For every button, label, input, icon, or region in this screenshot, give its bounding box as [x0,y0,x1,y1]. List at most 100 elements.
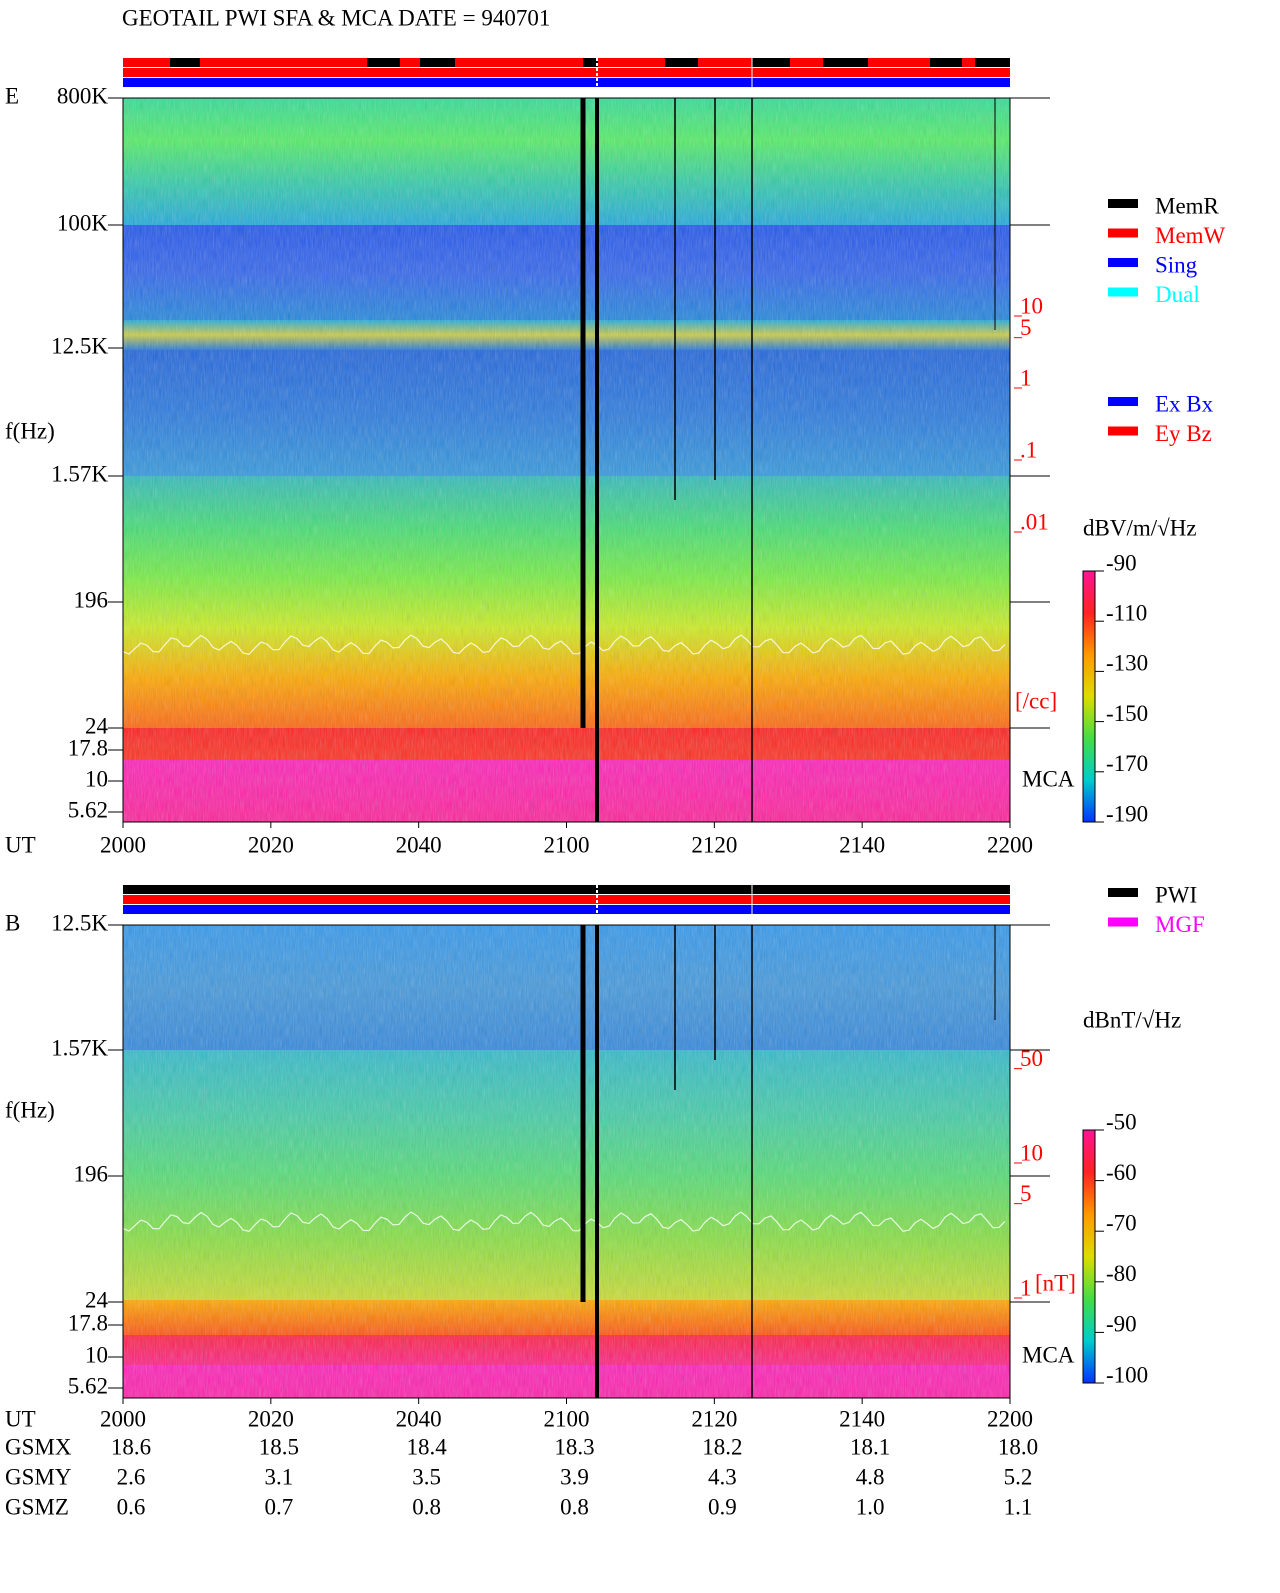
density-tick-label: .01 [1020,509,1049,534]
density-unit: [nT] [1035,1270,1076,1295]
y-tick-label: 1.57K [51,1035,108,1060]
panel-label: B [5,910,20,935]
y-tick-label: 12.5K [51,910,108,935]
y-tick-label: 10 [85,1342,108,1367]
ephemeris-value: 18.3 [554,1434,594,1459]
data-gap [580,98,586,728]
status-segment [583,58,598,67]
x-tick-label: 2020 [248,832,294,857]
y-tick-label: 5.62 [68,1373,108,1398]
y-tick-label: 24 [85,713,109,738]
density-tick-label: 10 [1020,1140,1043,1165]
spectrogram-texture [123,925,1010,1398]
colorbar-tick-label: -170 [1106,751,1148,776]
data-gap [751,925,753,1398]
x-tick-label: 2200 [987,832,1033,857]
status-bar [123,885,1010,894]
data-gap [994,98,996,330]
x-axis-label: UT [5,1406,36,1431]
x-axis-label: UT [5,832,36,857]
colorbar-tick-label: -110 [1106,600,1147,625]
colorbar [1082,1129,1096,1384]
density-tick-label: 1 [1020,365,1032,390]
ephemeris-value: 2.6 [117,1464,146,1489]
colorbar-tick-label: -150 [1106,701,1148,726]
x-tick-label: 2040 [396,832,442,857]
density-tick-label: 5 [1020,1181,1032,1206]
colorbar-tick-label: -70 [1106,1210,1137,1235]
status-segment [975,58,1010,67]
y-axis-label: f(Hz) [5,1097,55,1122]
y-tick-label: 1.57K [51,461,108,486]
x-tick-label: 2000 [100,832,146,857]
spectrogram-texture [123,98,1010,822]
x-tick-label: 2040 [396,1406,442,1431]
x-tick-label: 2140 [839,1406,885,1431]
legend-swatch [1108,917,1138,927]
ephemeris-value: 3.1 [264,1464,293,1489]
data-gap [714,98,716,480]
x-tick-label: 2200 [987,1406,1033,1431]
ephemeris-value: 1.0 [856,1494,885,1519]
status-bar [123,905,1010,914]
ephemeris-value: 4.3 [708,1464,737,1489]
data-gap [595,925,599,1398]
status-segment [823,58,868,67]
legend-swatch [1108,888,1138,897]
ephemeris-value: 18.5 [259,1434,299,1459]
x-tick-label: 2140 [839,832,885,857]
ephemeris-value: 0.6 [117,1494,146,1519]
y-tick-label: 24 [85,1287,109,1312]
x-tick-label: 2000 [100,1406,146,1431]
legend-swatch [1108,258,1138,267]
mca-label: MCA [1022,1342,1075,1367]
density-tick-label: 5 [1020,315,1032,340]
ephemeris-value: 0.8 [412,1494,441,1519]
density-tick-label: 50 [1020,1046,1043,1071]
ephemeris-value: 0.9 [708,1494,737,1519]
colorbar [1082,570,1096,823]
colorbar-tick-label: -80 [1106,1261,1137,1286]
y-axis-label: f(Hz) [5,418,55,443]
y-tick-label: 5.62 [68,797,108,822]
legend-label: Ey Bz [1155,421,1212,446]
legend-label: Sing [1155,252,1198,277]
ephemeris-value: 3.5 [412,1464,441,1489]
y-tick-label: 800K [57,83,109,108]
status-bar [123,78,1010,87]
data-gap [994,925,996,1020]
ephemeris-value: 0.8 [560,1494,589,1519]
plasma-line [122,1211,1006,1233]
colorbar-label: dBV/m/√Hz [1083,515,1197,540]
y-tick-label: 17.8 [68,1310,108,1335]
status-segment [665,58,698,67]
legend-label: MemR [1155,193,1220,218]
legend-swatch [1108,426,1138,436]
x-tick-label: 2020 [248,1406,294,1431]
legend-swatch [1108,199,1138,208]
status-bar [123,58,1010,67]
ephemeris-value: 18.6 [111,1434,151,1459]
colorbar-tick-label: -190 [1106,801,1148,826]
legend-label: Dual [1155,282,1200,307]
legend-label: MemW [1155,223,1226,248]
status-segment [170,58,200,67]
colorbar-tick-label: -90 [1106,1312,1137,1337]
legend-label: MGF [1155,912,1205,937]
legend-swatch [1108,287,1138,297]
ephemeris-value: 0.7 [264,1494,293,1519]
data-gap [751,98,753,822]
x-tick-label: 2100 [544,832,590,857]
status-segment [367,58,400,67]
ephemeris-label: GSMX [5,1434,72,1459]
data-gap [674,98,676,500]
colorbar-label: dBnT/√Hz [1083,1007,1181,1032]
ephemeris-value: 18.4 [407,1434,448,1459]
ephemeris-value: 1.1 [1004,1494,1033,1519]
colorbar-tick-label: -130 [1106,651,1148,676]
legend-label: Ex Bx [1155,391,1214,416]
data-gap [595,98,599,822]
status-segment [930,58,962,67]
status-segment [752,58,790,67]
